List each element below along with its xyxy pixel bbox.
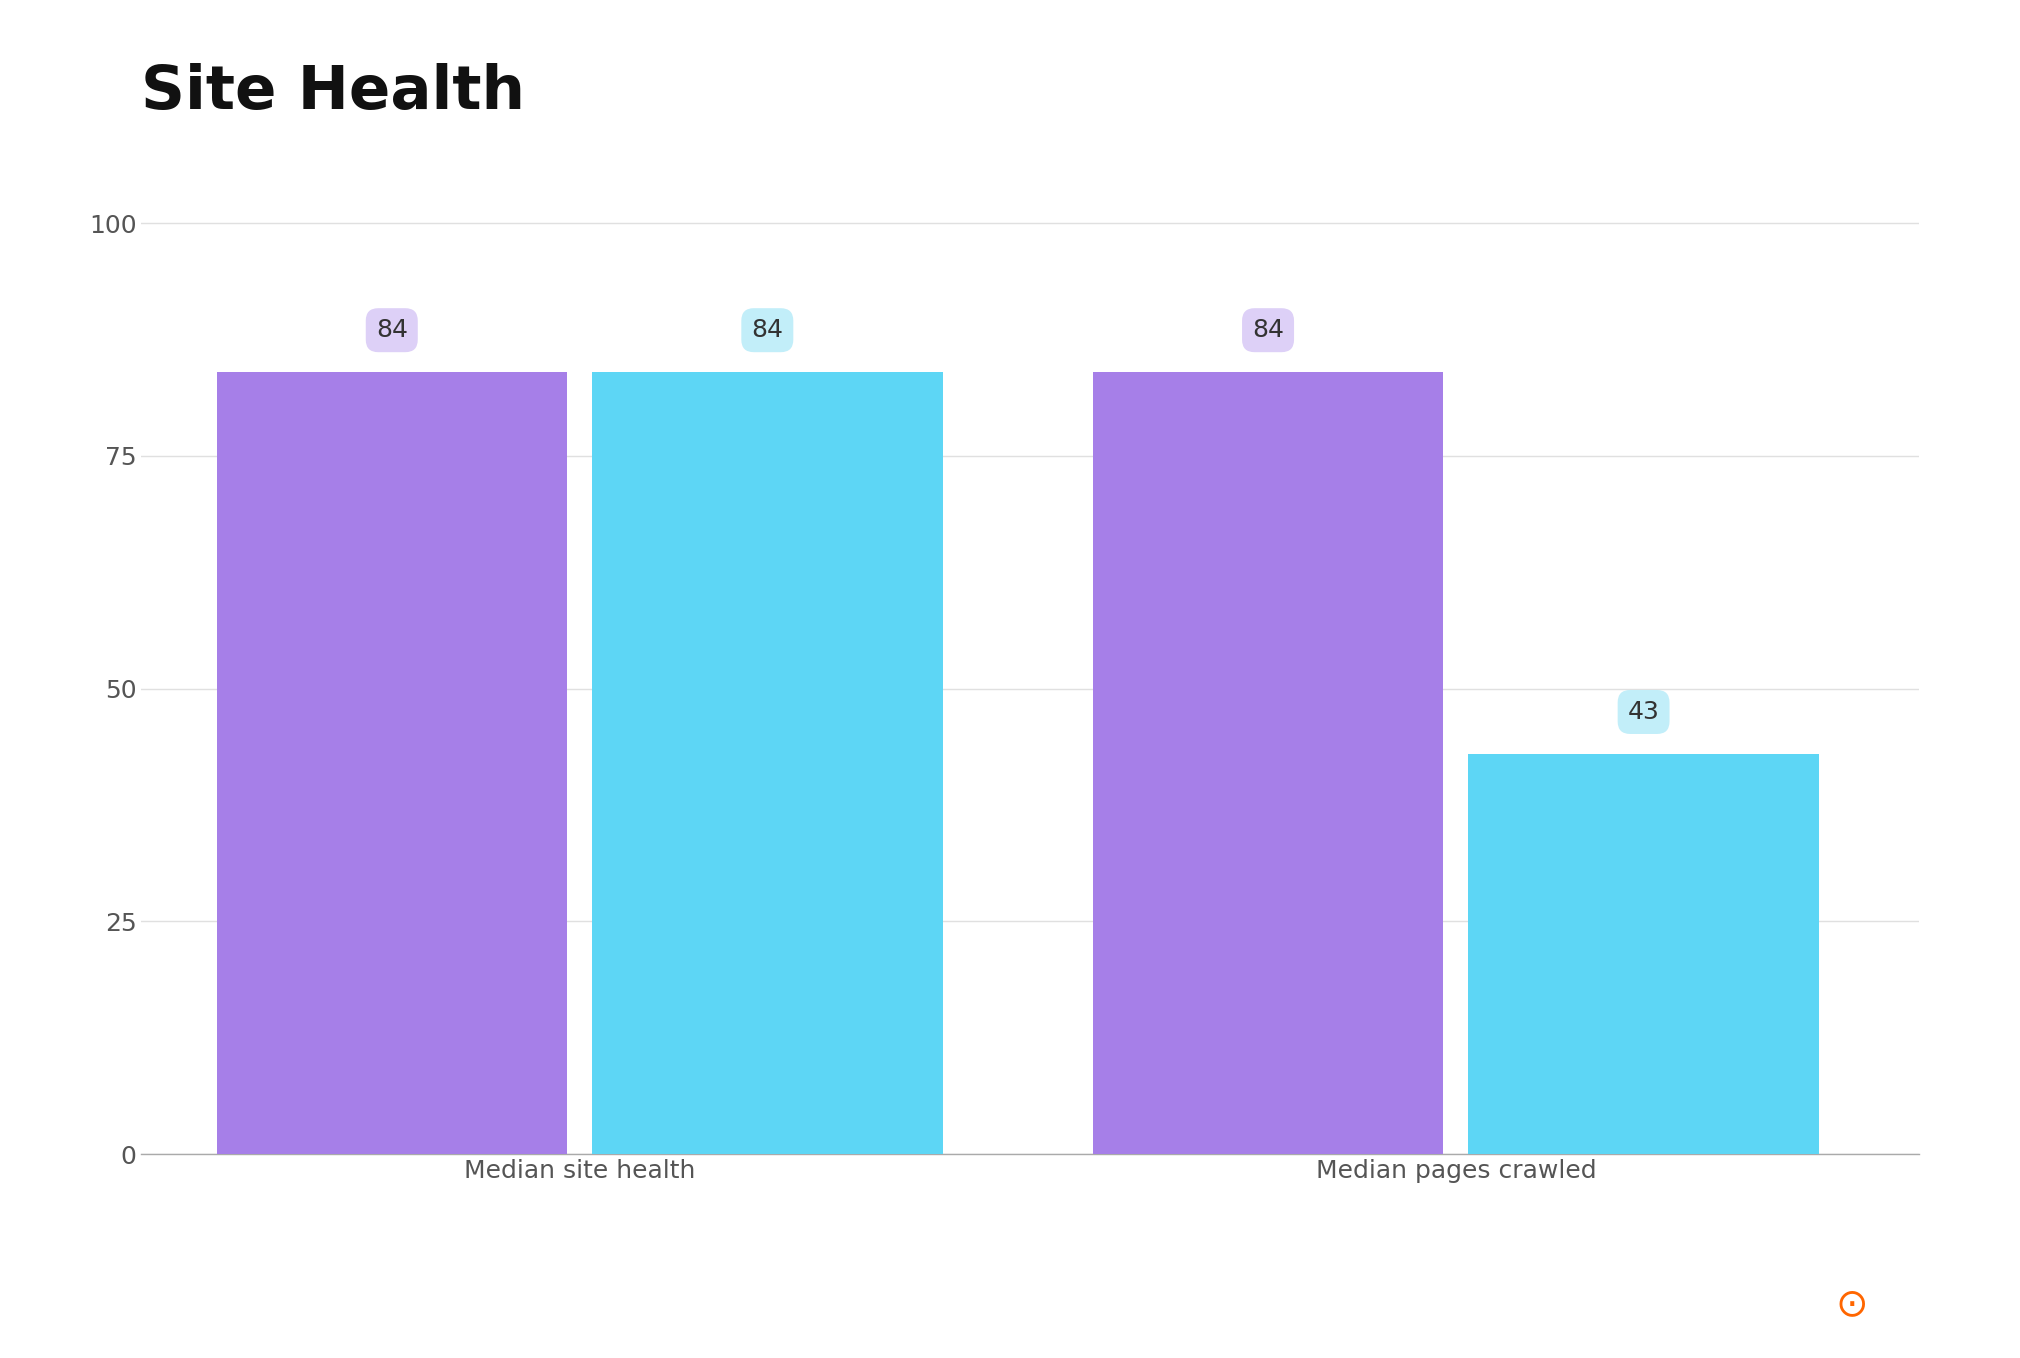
Text: ⊙: ⊙ bbox=[1836, 1285, 1868, 1323]
Text: 84: 84 bbox=[751, 318, 784, 342]
Text: 43: 43 bbox=[1628, 699, 1660, 724]
Text: Site Health: Site Health bbox=[141, 64, 525, 122]
Text: semrush.com: semrush.com bbox=[81, 1294, 232, 1313]
Text: 84: 84 bbox=[376, 318, 408, 342]
Bar bbox=[1469, 754, 1818, 1154]
Bar bbox=[216, 372, 568, 1154]
Bar bbox=[1093, 372, 1444, 1154]
Text: 84: 84 bbox=[1252, 318, 1285, 342]
Bar bbox=[592, 372, 943, 1154]
Text: SEMRUSH: SEMRUSH bbox=[1786, 1290, 1939, 1317]
